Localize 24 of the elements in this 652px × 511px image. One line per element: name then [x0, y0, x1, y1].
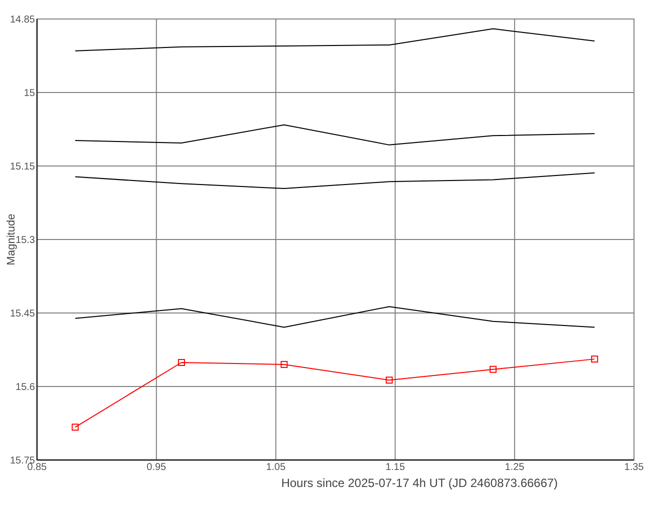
- y-tick-label: 15.6: [16, 382, 36, 393]
- point: [591, 356, 598, 363]
- point: [178, 358, 185, 366]
- y-tick-label: 15.3: [16, 235, 36, 246]
- x-tick-label: 1.15: [385, 462, 406, 473]
- line-series: [74, 306, 596, 328]
- y-tick-label: 15.15: [10, 162, 36, 172]
- line-series: [74, 124, 596, 146]
- x-tick-label: 0.85: [27, 462, 48, 473]
- x-axis-title: Hours since 2025-07-17 4h UT (JD 2460873.66667): [281, 476, 558, 490]
- line-series: [74, 172, 596, 190]
- point: [386, 376, 393, 384]
- y-axis-title: Magnitude: [5, 214, 18, 266]
- y-tick-label: 15.45: [10, 308, 36, 320]
- x-tick-label: 1.25: [504, 462, 525, 473]
- point: [490, 366, 497, 373]
- x-tick-label: 0.95: [146, 462, 167, 473]
- x-tick-label: 1.35: [624, 462, 644, 473]
- y-tick-label: 14.85: [10, 14, 36, 26]
- line-series: [74, 28, 596, 52]
- point: [280, 360, 288, 368]
- point: [72, 424, 79, 431]
- y-tick-label: 15: [24, 88, 36, 99]
- x-tick-label: 1.05: [266, 462, 286, 473]
